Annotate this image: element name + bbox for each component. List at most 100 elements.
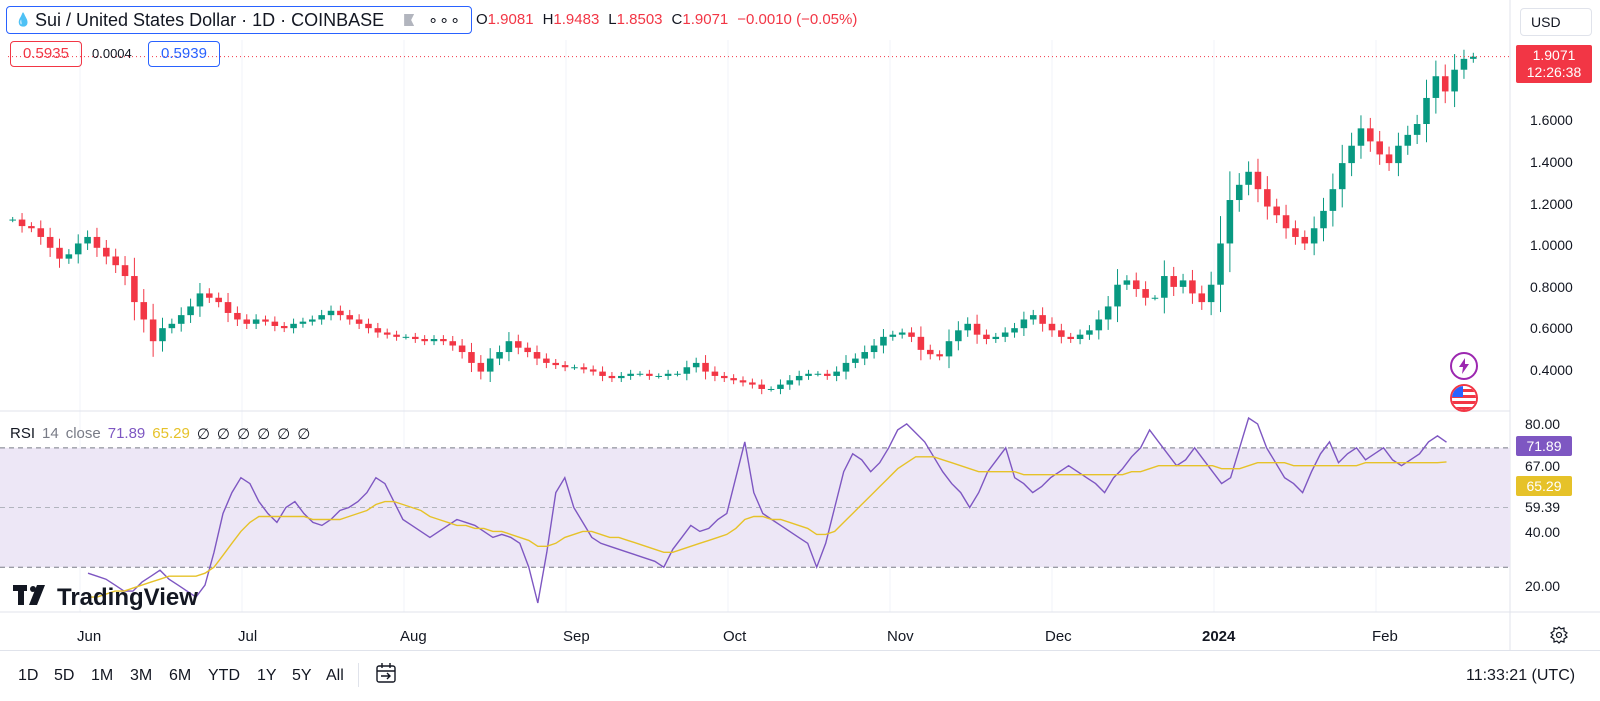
range-button-5d[interactable]: 5D — [54, 667, 75, 684]
candle-body — [1385, 154, 1393, 164]
candle-body — [833, 371, 840, 376]
us-economy-flag-icon[interactable] — [1450, 384, 1478, 412]
candle-body — [1048, 323, 1056, 331]
lightning-icon[interactable] — [1450, 352, 1478, 380]
candle-body — [1310, 228, 1318, 244]
time-axis-label: Feb — [1372, 628, 1398, 645]
candle-body — [758, 384, 766, 389]
time-axis-label: Dec — [1045, 628, 1072, 645]
candle-body — [795, 375, 803, 381]
range-button-1m[interactable]: 1M — [91, 667, 114, 684]
candle-body — [131, 276, 138, 303]
candle-body — [280, 325, 288, 329]
candle-body — [692, 362, 700, 368]
flag-icon[interactable] — [404, 14, 415, 26]
candle-body — [412, 336, 419, 340]
candle-body — [571, 367, 578, 369]
range-button-1y[interactable]: 1Y — [257, 667, 277, 684]
candle-body — [1348, 145, 1355, 164]
candle-body — [1301, 236, 1309, 244]
candle-body — [852, 358, 859, 363]
settings-gear-icon[interactable] — [1550, 626, 1568, 644]
candle-body — [580, 367, 588, 370]
rsi-value: 71.89 — [107, 425, 146, 442]
candle-body — [1357, 128, 1365, 146]
more-icon[interactable]: ∘∘∘ — [428, 12, 462, 29]
candle-body — [524, 347, 531, 353]
candle-body — [1460, 58, 1468, 70]
candle-body — [56, 247, 63, 259]
candle-body — [215, 297, 222, 303]
candle-body — [1292, 228, 1299, 237]
rsi-empty-slot: ∅ — [277, 426, 291, 443]
candle-body — [1245, 171, 1252, 185]
candle-body — [973, 323, 981, 335]
candle-body — [1142, 289, 1149, 298]
toolbar-divider — [358, 663, 359, 687]
candle-body — [823, 373, 831, 376]
candle-body — [683, 367, 691, 374]
candle-body — [870, 345, 878, 353]
utc-clock[interactable]: 11:33:21 (UTC) — [1466, 667, 1576, 684]
tradingview-logo-icon — [13, 585, 49, 611]
time-axis-label: Nov — [887, 628, 914, 645]
currency-select[interactable]: USD — [1520, 8, 1592, 36]
candle-body — [1132, 280, 1140, 290]
rsi-title: RSI — [10, 425, 36, 442]
candle-body — [74, 243, 82, 255]
rsi-axis-label: 67.00 — [1525, 458, 1561, 474]
candle-body — [1104, 306, 1112, 320]
candle-body — [749, 382, 756, 385]
candle-body — [636, 373, 644, 375]
last-price-value: 1.9071 — [1532, 47, 1576, 63]
candle-body — [112, 256, 119, 266]
candle-body — [505, 341, 513, 353]
candle-body — [121, 265, 129, 277]
range-button-5y[interactable]: 5Y — [292, 667, 312, 684]
candle-body — [299, 321, 307, 324]
candle-body — [421, 339, 428, 342]
candle-body — [477, 362, 485, 372]
ohlc-l-value: 1.8503 — [616, 11, 663, 28]
candle-body — [674, 373, 681, 375]
candle-body — [374, 328, 382, 333]
candle-countdown: 12:26:38 — [1526, 64, 1582, 80]
candle-body — [1001, 332, 1009, 337]
candle-body — [926, 349, 934, 355]
price-axis-label: 0.6000 — [1530, 320, 1573, 336]
buy-price-button[interactable]: 0.5939 — [148, 41, 220, 67]
range-button-3m[interactable]: 3M — [130, 667, 153, 684]
candle-body — [543, 358, 550, 363]
candle-body — [1226, 200, 1234, 244]
candle-body — [730, 378, 737, 381]
range-button-ytd[interactable]: YTD — [208, 667, 240, 684]
sell-price-button[interactable]: 0.5935 — [10, 41, 82, 67]
candle-body — [814, 373, 822, 375]
price-axis-label: 1.6000 — [1530, 112, 1573, 128]
candle-body — [1404, 134, 1412, 146]
candle-body — [1217, 243, 1224, 285]
candle-body — [945, 341, 953, 357]
candle-body — [1020, 319, 1028, 329]
candle-body — [1151, 297, 1159, 299]
range-button-1d[interactable]: 1D — [18, 667, 39, 684]
candle-body — [1441, 76, 1449, 92]
range-button-all[interactable]: All — [326, 667, 344, 684]
candle-body — [346, 315, 354, 320]
candle-body — [955, 330, 962, 342]
candle-body — [1161, 276, 1168, 298]
candle-body — [1086, 330, 1093, 335]
candle-body — [18, 219, 26, 227]
candle-body — [599, 371, 606, 376]
price-axis-label: 0.4000 — [1530, 362, 1573, 378]
symbol-title-box[interactable]: 💧 Sui / United States Dollar · 1D · COIN… — [6, 6, 472, 34]
candle-body — [618, 375, 625, 379]
range-button-6m[interactable]: 6M — [169, 667, 192, 684]
candle-body — [1451, 69, 1458, 92]
date-range-calendar-icon[interactable] — [375, 662, 397, 684]
candle-body — [337, 310, 344, 316]
candle-body — [243, 319, 251, 324]
candle-body — [449, 341, 457, 346]
tradingview-logo[interactable]: TradingView — [13, 584, 198, 612]
